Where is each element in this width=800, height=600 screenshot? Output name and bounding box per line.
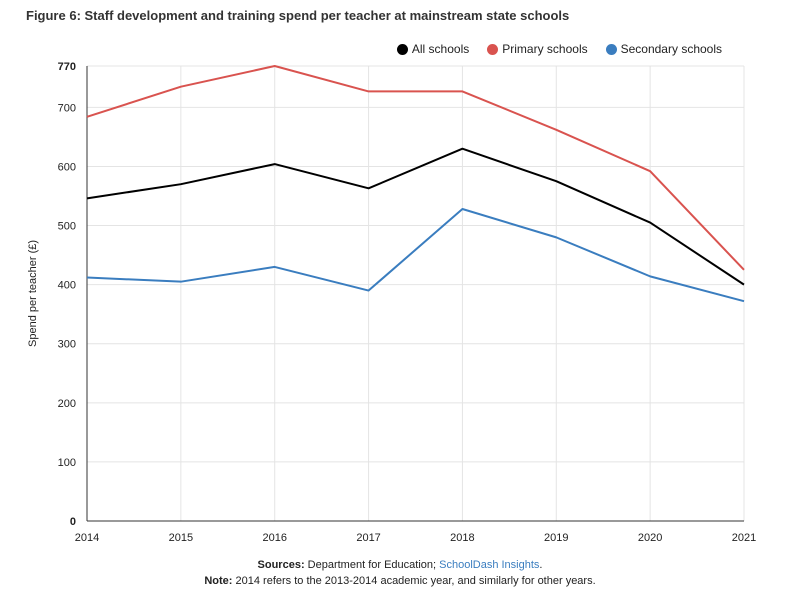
x-tick-label: 2020	[638, 532, 662, 544]
series-line-primary-schools[interactable]	[86, 65, 745, 271]
x-tick-label: 2021	[732, 532, 756, 544]
note-text: 2014 refers to the 2013-2014 academic ye…	[232, 575, 596, 587]
line-chart: 0 100 200 300 400 500 600 700 770 2014 2015 2016 201…	[27, 61, 756, 544]
x-tick-label: 2016	[262, 532, 286, 544]
chart-title: Figure 6: Staff development and training…	[26, 8, 570, 23]
legend-label-all-schools: All schools	[411, 42, 470, 56]
y-tick-label: 600	[58, 161, 76, 173]
y-tick-label: 100	[58, 457, 76, 469]
series-line-secondary-schools[interactable]	[86, 208, 745, 303]
y-tick-label: 700	[58, 102, 76, 114]
legend-item-primary-schools[interactable]: Primary schools	[487, 42, 588, 56]
y-tick-label: 770	[58, 61, 76, 73]
legend: All schools Primary schools Secondary sc…	[396, 42, 722, 56]
note-label: Note:	[204, 575, 233, 587]
x-tick-label: 2018	[450, 532, 474, 544]
legend-label-secondary-schools: Secondary schools	[620, 42, 722, 56]
legend-dot-primary-schools	[487, 43, 499, 55]
sources-end: .	[539, 559, 543, 571]
y-tick-label: 400	[58, 280, 76, 292]
x-tick-label: 2017	[356, 532, 380, 544]
legend-label-primary-schools: Primary schools	[502, 42, 588, 56]
legend-item-secondary-schools[interactable]: Secondary schools	[605, 42, 722, 56]
legend-dot-secondary-schools	[605, 43, 617, 55]
y-axis-label: Spend per teacher (£)	[27, 240, 39, 347]
schooldash-insights-link[interactable]: SchoolDash Insights	[439, 559, 540, 571]
y-tick-label: 300	[58, 339, 76, 351]
x-tick-label: 2015	[169, 532, 193, 544]
y-tick-label: 0	[70, 516, 76, 528]
note-line: Note: 2014 refers to the 2013-2014 acade…	[0, 575, 800, 587]
y-tick-label: 200	[58, 398, 76, 410]
x-tick-label: 2019	[544, 532, 568, 544]
series-line-all-schools[interactable]	[86, 147, 745, 286]
sources-text: Department for Education;	[304, 559, 440, 571]
y-tick-label: 500	[58, 221, 76, 233]
legend-dot-all-schools	[396, 43, 408, 55]
sources-label: Sources:	[257, 559, 305, 571]
x-tick-label: 2014	[75, 532, 99, 544]
sources-line: Sources: Department for Education; Schoo…	[0, 559, 800, 571]
legend-item-all-schools[interactable]: All schools	[396, 42, 470, 56]
